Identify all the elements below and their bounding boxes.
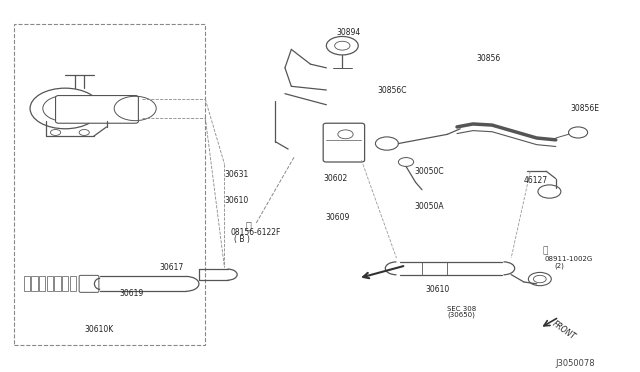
Text: 30631: 30631 <box>225 170 249 179</box>
Text: 30602: 30602 <box>323 174 348 183</box>
Text: 30610K: 30610K <box>84 325 113 334</box>
Bar <box>47 276 53 291</box>
Text: Ⓜ: Ⓜ <box>542 246 548 255</box>
Text: 08911-1002G: 08911-1002G <box>544 256 593 262</box>
FancyBboxPatch shape <box>79 275 99 292</box>
Bar <box>62 276 68 291</box>
Text: SEC 308: SEC 308 <box>447 305 477 312</box>
Text: 08156-6122F: 08156-6122F <box>231 228 281 237</box>
Text: 30856E: 30856E <box>570 104 600 113</box>
Text: 30856C: 30856C <box>378 86 407 94</box>
Text: 46127: 46127 <box>524 176 548 185</box>
Bar <box>39 276 45 291</box>
Text: FRONT: FRONT <box>550 320 577 342</box>
Bar <box>14 23 205 345</box>
Text: 30617: 30617 <box>159 263 184 272</box>
Bar <box>31 276 38 291</box>
FancyBboxPatch shape <box>56 96 138 123</box>
Text: 30856: 30856 <box>476 54 500 63</box>
Bar <box>24 276 30 291</box>
Text: (30650): (30650) <box>447 311 476 318</box>
Text: 30050C: 30050C <box>414 167 444 176</box>
Bar <box>54 276 61 291</box>
Text: ( B ): ( B ) <box>234 235 250 244</box>
Text: 30619: 30619 <box>119 289 143 298</box>
Text: 30610: 30610 <box>426 285 450 294</box>
Text: 30610: 30610 <box>225 196 249 205</box>
Text: Ⓑ: Ⓑ <box>246 220 252 230</box>
Text: (2): (2) <box>554 262 564 269</box>
Text: 30050A: 30050A <box>414 202 444 211</box>
Bar <box>70 276 76 291</box>
Text: 30894: 30894 <box>336 28 360 37</box>
FancyBboxPatch shape <box>323 123 365 162</box>
Text: 30609: 30609 <box>325 213 349 222</box>
Text: J3050078: J3050078 <box>556 359 595 368</box>
